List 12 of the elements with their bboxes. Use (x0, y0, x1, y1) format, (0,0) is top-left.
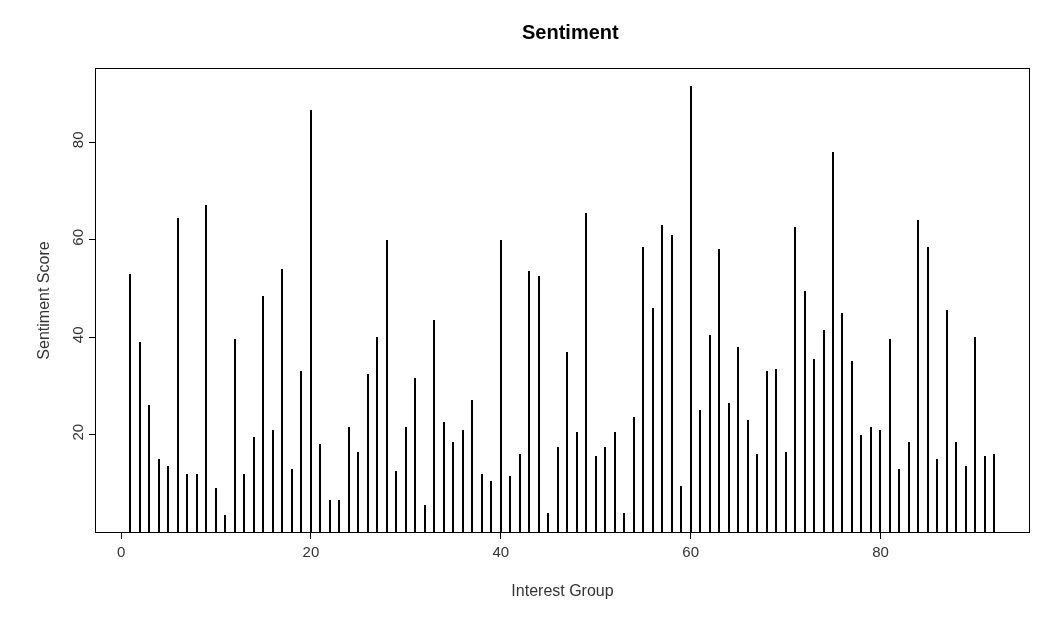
y-tick-label: 20 (69, 423, 86, 441)
x-tick-label: 40 (492, 543, 510, 560)
y-tick-label: 60 (69, 228, 86, 246)
y-axis-title: Sentiment Score (34, 241, 52, 360)
x-tick-label: 60 (682, 543, 699, 560)
x-tick-label: 0 (116, 543, 126, 560)
x-tick-label: 20 (302, 543, 320, 560)
x-axis-title: Interest Group (511, 581, 614, 599)
x-tick-label: 80 (872, 543, 889, 560)
y-tick-label: 80 (69, 131, 86, 149)
chart-title: Sentiment (522, 21, 620, 44)
y-tick-label: 40 (69, 326, 86, 344)
